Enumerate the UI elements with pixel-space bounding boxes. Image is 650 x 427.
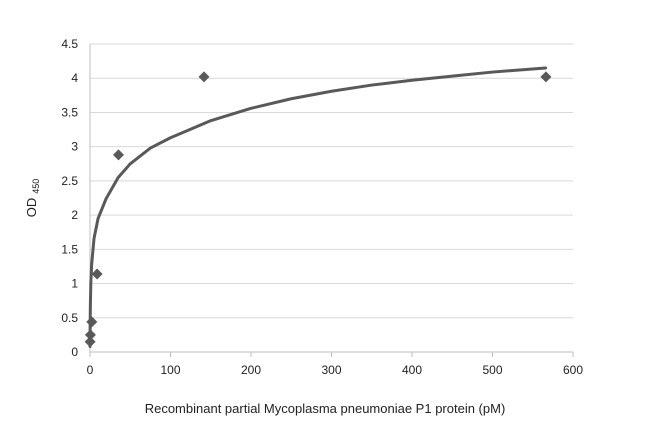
- trendline: [88, 66, 548, 349]
- y-tick-label: 1.5: [61, 242, 78, 256]
- data-point-0: [84, 336, 96, 348]
- tick-labels: 0 0.5 1 1.5 2 2.5 3 3.5 4 4.5 0 100 200 300 400 500 600: [61, 37, 583, 377]
- x-tick-label: 100: [160, 363, 180, 377]
- y-axis-title-subscript: 450: [31, 179, 41, 194]
- x-tick-label: 200: [241, 363, 261, 377]
- trendline-group: [88, 66, 548, 349]
- y-axis-title-main: OD: [24, 198, 39, 218]
- y-tick-label: 4: [71, 71, 78, 85]
- y-tick-label: 2: [71, 208, 78, 222]
- data-points: [84, 71, 552, 348]
- y-axis-title: OD 450: [24, 179, 41, 218]
- data-point-2: [86, 316, 98, 328]
- data-point-5: [198, 71, 210, 83]
- y-tick-label: 1: [71, 277, 78, 291]
- x-tick-label: 400: [402, 363, 422, 377]
- y-tick-label: 3.5: [61, 105, 78, 119]
- gridlines: [90, 43, 573, 319]
- y-tick-label: 3: [71, 140, 78, 154]
- data-point-3: [91, 268, 103, 280]
- data-point-4: [112, 149, 124, 161]
- x-tick-label: 600: [563, 363, 583, 377]
- y-tick-label: 4.5: [61, 37, 78, 51]
- x-tick-label: 300: [321, 363, 341, 377]
- x-axis-title: Recombinant partial Mycoplasma pneumonia…: [145, 401, 506, 416]
- x-tick-label: 0: [87, 363, 94, 377]
- data-point-1: [84, 329, 96, 341]
- y-tick-label: 0: [71, 345, 78, 359]
- y-tick-label: 0.5: [61, 311, 78, 325]
- data-point-6: [540, 71, 552, 83]
- y-tick-label: 2.5: [61, 174, 78, 188]
- x-tick-label: 500: [482, 363, 502, 377]
